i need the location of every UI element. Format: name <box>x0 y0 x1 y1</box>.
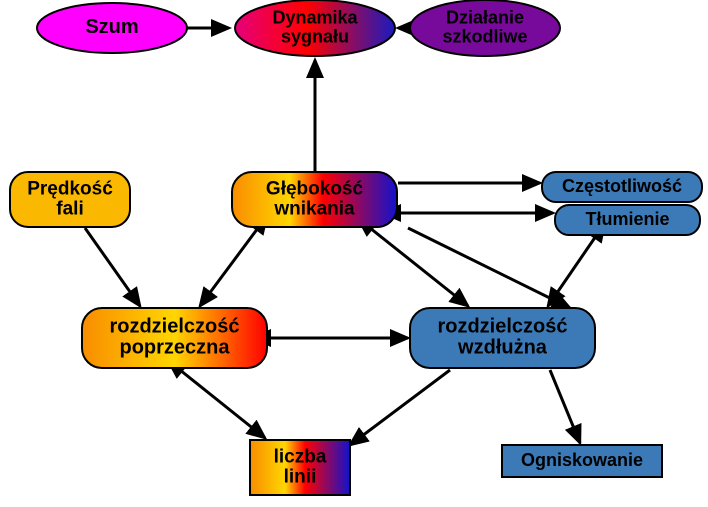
node-label-szum: Szum <box>85 16 138 38</box>
node-label-dzialanie: Działanieszkodliwe <box>442 7 527 46</box>
edge <box>548 236 596 306</box>
node-liczba_linii: liczbalinii <box>250 440 350 495</box>
node-glebokosc: Głębokośćwnikania <box>232 172 397 227</box>
diagram-canvas: Szum Dynamikasygnału Działanieszkodliwe Prę… <box>0 0 708 507</box>
node-czestotliwosc: Częstotliwość <box>542 172 702 202</box>
edge <box>180 370 265 438</box>
node-label-dynamika: Dynamikasygnału <box>272 7 358 46</box>
edges-layer <box>85 28 596 445</box>
node-label-rozdz_poprzeczna: rozdzielczośćpoprzeczna <box>109 316 239 359</box>
node-dynamika: Dynamikasygnału <box>235 0 395 56</box>
node-ogniskowanie: Ogniskowanie <box>502 445 662 477</box>
node-tlumienie: Tłumienie <box>555 205 700 235</box>
edge <box>408 228 570 308</box>
node-label-ogniskowanie: Ogniskowanie <box>521 450 643 470</box>
node-szum: Szum <box>37 3 187 53</box>
edge <box>350 370 450 445</box>
node-rozdz_wzdluzna: rozdzielczośćwzdłużna <box>410 308 595 368</box>
nodes-layer: Szum Dynamikasygnału Działanieszkodliwe Prę… <box>10 0 702 495</box>
node-rozdz_poprzeczna: rozdzielczośćpoprzeczna <box>82 308 267 368</box>
edge <box>200 228 258 306</box>
node-predkosc: Prędkośćfali <box>10 172 130 227</box>
node-dzialanie: Działanieszkodliwe <box>410 0 560 56</box>
edge <box>370 228 468 306</box>
node-label-tlumienie: Tłumienie <box>585 209 669 229</box>
edge <box>550 370 580 443</box>
node-label-glebokosc: Głębokośćwnikania <box>266 179 364 220</box>
node-label-czestotliwosc: Częstotliwość <box>562 176 682 196</box>
edge <box>85 228 140 306</box>
